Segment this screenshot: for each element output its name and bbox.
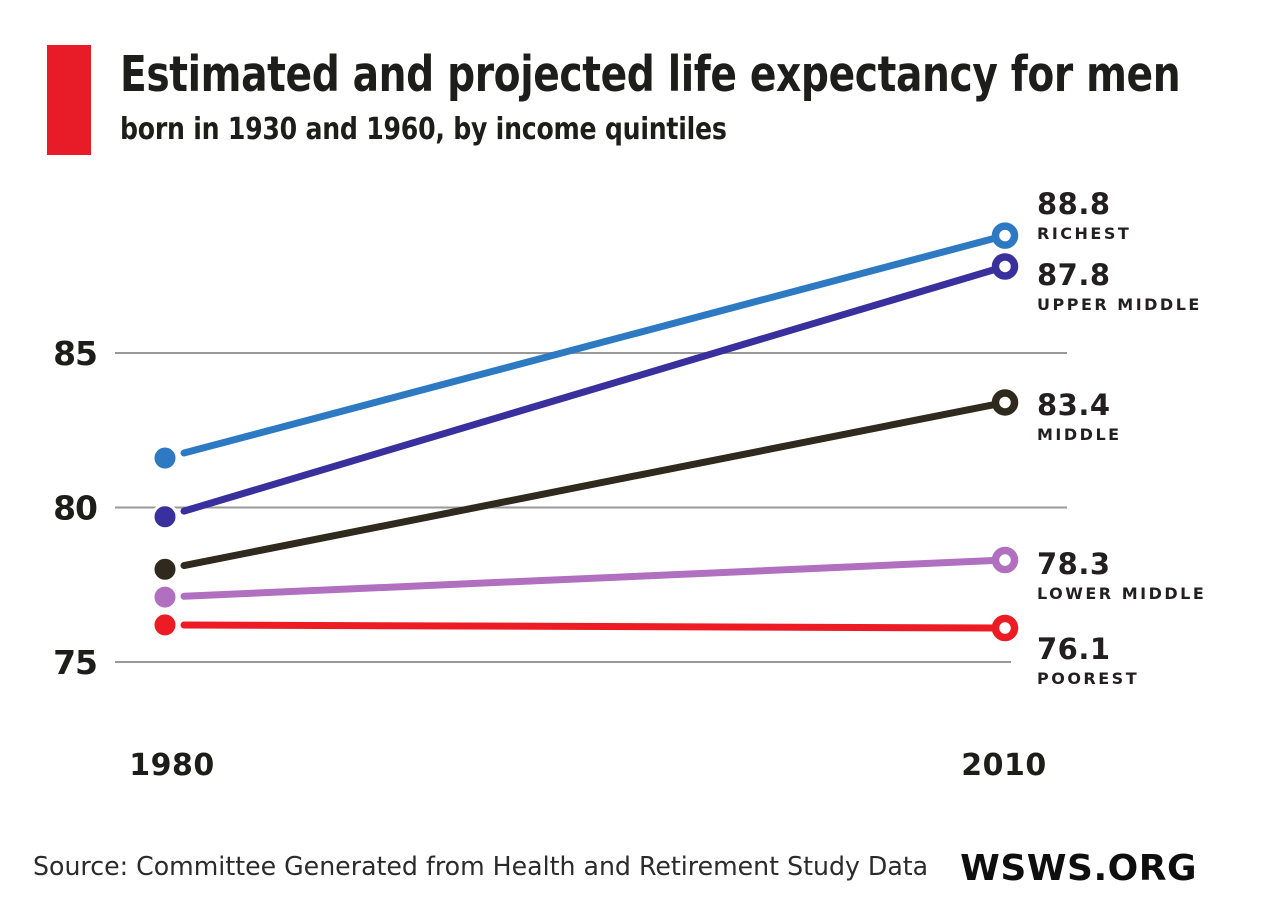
series-line-3: [180, 556, 1003, 600]
series-line-2: [180, 400, 1003, 570]
quintile-name-2: MIDDLE: [1037, 425, 1122, 445]
end-marker-4: [991, 614, 1019, 642]
quintile-name-1: UPPER MIDDLE: [1037, 295, 1202, 315]
start-marker-2: [151, 555, 179, 583]
series-line-4: [180, 621, 1003, 632]
end-marker-1: [991, 253, 1019, 280]
end-label-3: 78.3 LOWER MIDDLE: [1037, 548, 1206, 603]
quintile-name-0: RICHEST: [1037, 223, 1132, 243]
end-label-0: 88.8 RICHEST: [1037, 188, 1131, 243]
start-marker-3: [151, 583, 179, 611]
end-marker-3: [991, 546, 1019, 574]
start-marker-1: [151, 503, 179, 531]
source-note: Source: Committee Generated from Health …: [33, 852, 929, 882]
end-label-4: 76.1 POOREST: [1037, 633, 1139, 688]
y-tick-label-80: 80: [53, 489, 97, 528]
end-value-3: 78.3: [1037, 547, 1111, 582]
y-tick-label-85: 85: [53, 334, 97, 373]
series-line-1: [180, 264, 1003, 515]
x-tick-label-1980: 1980: [129, 748, 215, 783]
series-line-0: [180, 233, 1003, 457]
chart-subtitle: born in 1930 and 1960, by income quintil…: [120, 112, 727, 147]
end-label-1: 87.8 UPPER MIDDLE: [1037, 259, 1202, 314]
end-value-4: 76.1: [1037, 632, 1111, 666]
quintile-name-3: LOWER MIDDLE: [1037, 584, 1207, 604]
start-marker-4: [151, 611, 179, 639]
end-value-1: 87.8: [1037, 258, 1111, 293]
end-marker-0: [991, 222, 1019, 249]
title-accent-bar: [47, 45, 91, 155]
start-marker-0: [151, 444, 179, 472]
end-label-2: 83.4 MIDDLE: [1037, 389, 1122, 444]
end-value-2: 83.4: [1037, 388, 1111, 423]
wsws-logo: WSWS.ORG: [960, 848, 1197, 889]
chart-title: Estimated and projected life expectancy …: [120, 46, 1181, 103]
end-marker-2: [991, 389, 1019, 416]
y-tick-label-75: 75: [53, 643, 97, 682]
x-tick-label-2010: 2010: [961, 748, 1047, 783]
end-value-0: 88.8: [1037, 186, 1111, 221]
quintile-name-4: POOREST: [1037, 669, 1140, 688]
